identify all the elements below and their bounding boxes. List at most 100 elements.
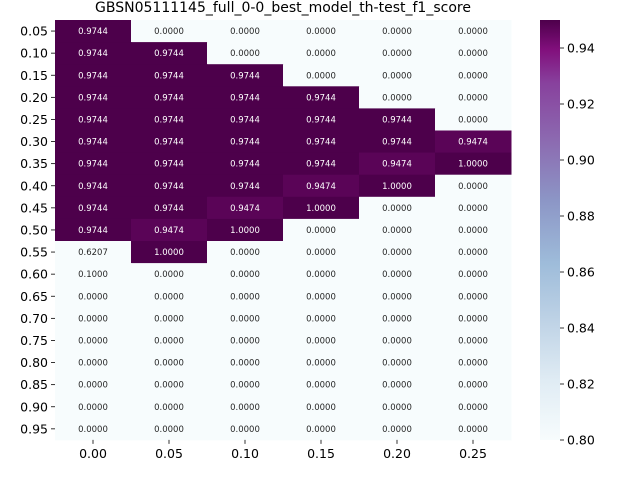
heatmap-cell <box>55 64 132 87</box>
y-tick-label: 0.50 <box>20 222 48 237</box>
heatmap-cell <box>435 285 512 308</box>
heatmap-cell <box>359 108 436 131</box>
heatmap-cell <box>131 174 208 198</box>
heatmap-cell <box>55 241 132 264</box>
cell-value-label: 0.0000 <box>230 49 260 59</box>
cell-value-label: 0.0000 <box>306 403 336 413</box>
cell-value-label: 0.9744 <box>382 138 412 148</box>
colorbar-gradient <box>540 20 560 440</box>
cell-value-label: 0.9744 <box>382 115 412 125</box>
cell-value-label: 0.0000 <box>306 292 336 302</box>
y-axis: 0.05 0.10 0.15 0.20 0.25 0.30 0.35 0.40 0.45 0.50… <box>20 24 55 436</box>
heatmap-cell <box>283 174 360 198</box>
heatmap-cell <box>55 86 132 109</box>
heatmap-cell <box>283 20 360 43</box>
heatmap-cell <box>207 152 284 176</box>
cell-value-label: 0.0000 <box>382 27 412 37</box>
cell-value-label: 0.0000 <box>306 359 336 369</box>
cell-value-label: 0.0000 <box>382 270 412 280</box>
heatmap-cell <box>207 395 284 419</box>
cell-value-label: 0.0000 <box>458 204 488 214</box>
heatmap-cell <box>55 373 132 397</box>
cell-value-label: 0.0000 <box>154 27 184 37</box>
cell-value-label: 0.9744 <box>230 182 260 192</box>
heatmap-cell <box>283 64 360 87</box>
cell-value-label: 0.9474 <box>230 204 260 214</box>
heatmap-cell <box>359 329 436 352</box>
heatmap-cell <box>359 307 436 330</box>
heatmap-cell <box>55 329 132 352</box>
cell-value-label: 0.0000 <box>306 226 336 236</box>
heatmap-cell <box>131 395 208 419</box>
cell-value-label: 0.0000 <box>306 336 336 346</box>
cell-value-label: 0.0000 <box>78 292 108 302</box>
heatmap-cell <box>435 373 512 397</box>
cell-value-label: 0.9744 <box>78 226 108 236</box>
y-tick-label: 0.80 <box>20 355 48 370</box>
heatmap-cell <box>435 20 512 43</box>
cell-value-label: 0.0000 <box>230 359 260 369</box>
heatmap-cell <box>283 417 360 441</box>
heatmap-cell <box>283 196 360 220</box>
cell-value-label: 1.0000 <box>306 204 336 214</box>
cell-value-label: 0.9744 <box>306 138 336 148</box>
heatmap-cell <box>283 152 360 176</box>
heatmap-cell <box>435 417 512 441</box>
heatmap-cells <box>55 20 512 441</box>
y-tick-label: 0.20 <box>20 90 48 105</box>
heatmap-cell <box>55 285 132 308</box>
heatmap-cell <box>207 64 284 87</box>
heatmap-cell <box>435 218 512 242</box>
cell-value-label: 1.0000 <box>230 226 260 236</box>
heatmap-cell <box>131 285 208 308</box>
cell-value-label: 0.0000 <box>230 248 260 258</box>
cell-value-label: 0.0000 <box>230 292 260 302</box>
cell-value-label: 0.0000 <box>458 248 488 258</box>
y-tick-label: 0.70 <box>20 311 48 326</box>
cell-value-label: 0.9744 <box>230 93 260 103</box>
heatmap-cell <box>359 263 436 286</box>
cell-value-label: 0.0000 <box>154 425 184 435</box>
heatmap-cell <box>359 373 436 397</box>
cell-value-label: 0.9744 <box>78 71 108 81</box>
heatmap-cell <box>207 86 284 109</box>
heatmap-cell <box>55 395 132 419</box>
cell-value-label: 0.9474 <box>458 138 488 148</box>
cell-value-label: 0.0000 <box>458 270 488 280</box>
cell-value-label: 0.9474 <box>154 226 184 236</box>
heatmap-cell <box>435 307 512 330</box>
heatmap-cell <box>435 86 512 109</box>
cell-value-label: 0.0000 <box>458 314 488 324</box>
x-tick-label: 0.00 <box>79 446 107 461</box>
heatmap-cell <box>207 307 284 330</box>
cell-value-label: 0.0000 <box>230 403 260 413</box>
cell-value-label: 0.9744 <box>154 204 184 214</box>
heatmap-cell <box>359 20 436 43</box>
colorbar-tick-label: 0.86 <box>567 265 595 280</box>
cell-value-label: 0.0000 <box>306 381 336 391</box>
colorbar-tick-label: 0.92 <box>567 97 595 112</box>
heatmap-cell <box>131 64 208 87</box>
cell-value-label: 0.0000 <box>382 403 412 413</box>
cell-value-label: 0.0000 <box>154 314 184 324</box>
heatmap-cell <box>55 417 132 441</box>
cell-value-label: 0.0000 <box>458 226 488 236</box>
cell-value-label: 0.0000 <box>306 314 336 324</box>
colorbar-tick-label: 0.82 <box>567 377 595 392</box>
heatmap-cell <box>435 152 512 176</box>
cell-value-label: 0.9744 <box>154 138 184 148</box>
y-tick-label: 0.90 <box>20 399 48 414</box>
heatmap-cell <box>283 241 360 264</box>
y-tick-label: 0.55 <box>20 245 48 260</box>
cell-value-label: 0.9744 <box>78 27 108 37</box>
cell-value-label: 0.9744 <box>230 115 260 125</box>
heatmap-cell <box>435 395 512 419</box>
cell-value-label: 0.0000 <box>458 381 488 391</box>
heatmap-cell <box>283 351 360 375</box>
cell-value-label: 0.0000 <box>78 314 108 324</box>
heatmap-cell <box>283 42 360 65</box>
cell-value-label: 0.0000 <box>230 425 260 435</box>
heatmap-cell <box>435 241 512 264</box>
cell-value-label: 0.0000 <box>230 270 260 280</box>
cell-value-label: 0.0000 <box>230 336 260 346</box>
